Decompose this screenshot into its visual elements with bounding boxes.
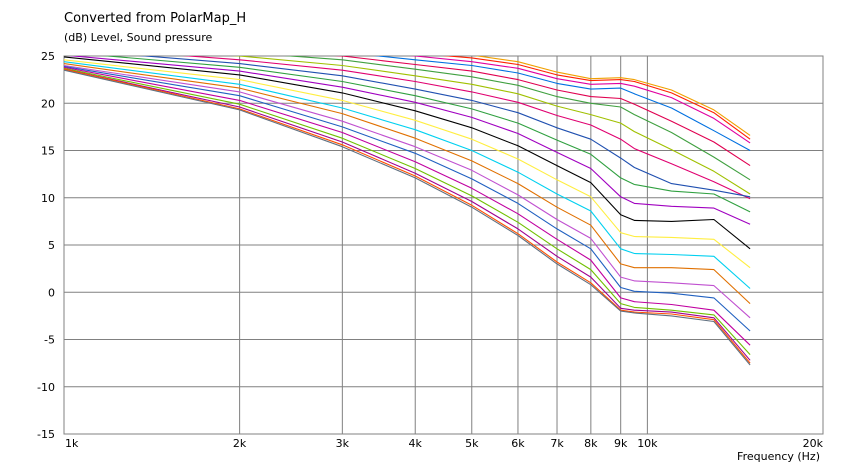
x-tick-label: 5k bbox=[465, 437, 479, 450]
x-tick-label: 8k bbox=[584, 437, 598, 450]
series-line-0 bbox=[474, 56, 751, 136]
x-tick-label: 10k bbox=[637, 437, 658, 450]
x-tick-label: 20k bbox=[803, 437, 824, 450]
x-tick-label: 9k bbox=[614, 437, 628, 450]
y-tick-label: -10 bbox=[37, 381, 55, 394]
y-tick-label: 25 bbox=[41, 50, 55, 63]
x-tick-label: 2k bbox=[233, 437, 247, 450]
x-tick-label: 6k bbox=[511, 437, 525, 450]
series-line-13 bbox=[64, 61, 751, 289]
series-line-10 bbox=[67, 56, 751, 225]
series-line-11 bbox=[64, 56, 751, 250]
series-line-2 bbox=[409, 56, 751, 144]
series-line-21 bbox=[64, 69, 751, 366]
series-line-5 bbox=[283, 56, 751, 181]
series-group bbox=[64, 56, 751, 366]
y-tick-label: -15 bbox=[37, 428, 55, 441]
x-tick-label: 7k bbox=[550, 437, 564, 450]
y-axis-label: (dB) Level, Sound pressure bbox=[64, 31, 213, 44]
series-line-19 bbox=[64, 68, 751, 361]
x-tick-label: 4k bbox=[409, 437, 423, 450]
x-tick-label: 1k bbox=[65, 437, 79, 450]
y-tick-label: 10 bbox=[41, 192, 55, 205]
series-line-14 bbox=[64, 63, 751, 305]
series-line-16 bbox=[64, 65, 751, 332]
y-tick-label: -5 bbox=[44, 334, 55, 347]
y-tick-label: 5 bbox=[48, 239, 55, 252]
series-line-18 bbox=[64, 67, 751, 355]
y-tick-label: 20 bbox=[41, 97, 55, 110]
y-tick-label: 15 bbox=[41, 145, 55, 158]
series-line-4 bbox=[333, 56, 751, 167]
series-line-7 bbox=[182, 56, 751, 200]
series-line-9 bbox=[101, 56, 751, 213]
series-line-6 bbox=[231, 56, 751, 195]
x-axis-label: Frequency (Hz) bbox=[737, 450, 820, 463]
series-line-1 bbox=[442, 56, 751, 140]
x-tick-label: 3k bbox=[336, 437, 350, 450]
series-line-17 bbox=[64, 66, 751, 346]
grid bbox=[63, 55, 824, 435]
series-line-8 bbox=[138, 56, 751, 198]
chart-title: Converted from PolarMap_H bbox=[64, 11, 247, 26]
y-tick-label: 0 bbox=[48, 286, 55, 299]
series-line-15 bbox=[64, 64, 751, 319]
series-line-12 bbox=[64, 59, 751, 269]
series-line-3 bbox=[373, 56, 751, 151]
tick-labels: 25 20 15 10 5 0 -5 -10 -15 1k 2k 3k 4k 5k 6k 7k 8k 9k 10k 2… bbox=[37, 50, 824, 450]
series-line-20 bbox=[64, 68, 751, 364]
